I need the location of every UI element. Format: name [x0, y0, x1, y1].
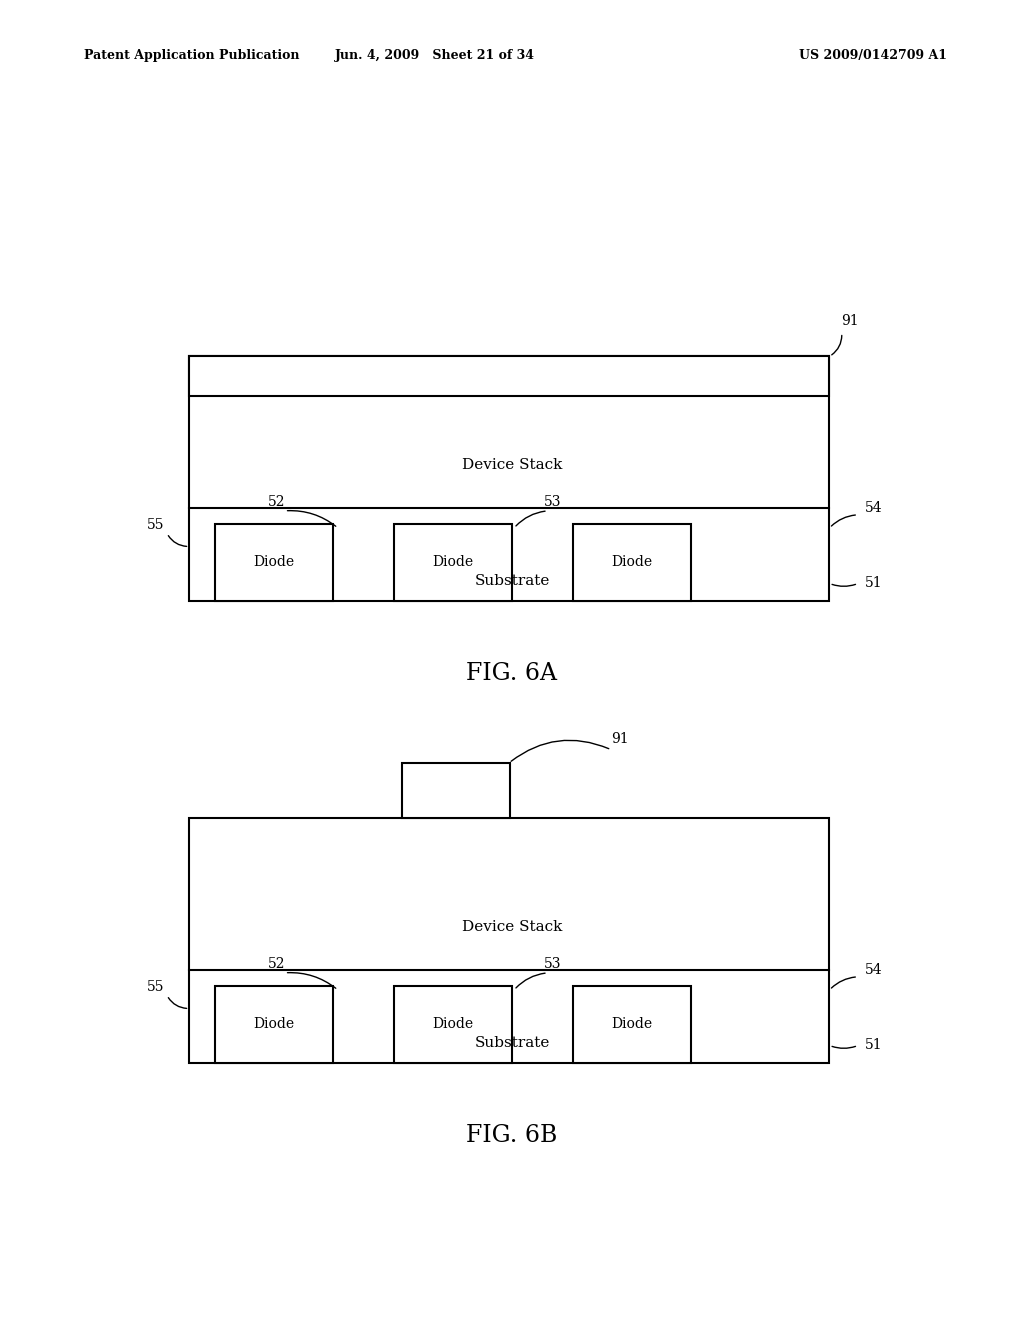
Text: Patent Application Publication: Patent Application Publication [84, 49, 299, 62]
Text: 55: 55 [146, 981, 165, 994]
Bar [189, 818, 829, 1063]
Bar [573, 524, 691, 601]
Text: Diode: Diode [432, 1018, 474, 1031]
Bar [402, 763, 510, 818]
Text: Device Stack: Device Stack [462, 920, 562, 933]
Text: Device Stack: Device Stack [462, 458, 562, 471]
Bar [573, 986, 691, 1063]
Text: 53: 53 [544, 495, 562, 508]
Text: 51: 51 [865, 577, 883, 590]
Text: Substrate: Substrate [474, 574, 550, 587]
Text: 52: 52 [267, 957, 286, 970]
Text: Diode: Diode [253, 1018, 295, 1031]
Text: 91: 91 [610, 733, 629, 746]
Text: 91: 91 [841, 314, 859, 327]
Bar [215, 524, 333, 601]
Text: 51: 51 [865, 1039, 883, 1052]
Text: 55: 55 [146, 519, 165, 532]
Text: Substrate: Substrate [474, 1036, 550, 1049]
Text: 54: 54 [865, 964, 883, 977]
Text: FIG. 6B: FIG. 6B [466, 1123, 558, 1147]
Bar [215, 986, 333, 1063]
Text: Diode: Diode [432, 556, 474, 569]
Text: Diode: Diode [611, 556, 653, 569]
Text: Diode: Diode [611, 1018, 653, 1031]
Text: US 2009/0142709 A1: US 2009/0142709 A1 [799, 49, 947, 62]
Text: FIG. 6A: FIG. 6A [467, 661, 557, 685]
Bar [394, 986, 512, 1063]
Bar [394, 524, 512, 601]
Text: Diode: Diode [253, 556, 295, 569]
Text: Jun. 4, 2009   Sheet 21 of 34: Jun. 4, 2009 Sheet 21 of 34 [335, 49, 536, 62]
Text: 53: 53 [544, 957, 562, 970]
Bar [189, 356, 829, 601]
Bar [189, 356, 829, 396]
Text: 54: 54 [865, 502, 883, 515]
Text: 52: 52 [267, 495, 286, 508]
